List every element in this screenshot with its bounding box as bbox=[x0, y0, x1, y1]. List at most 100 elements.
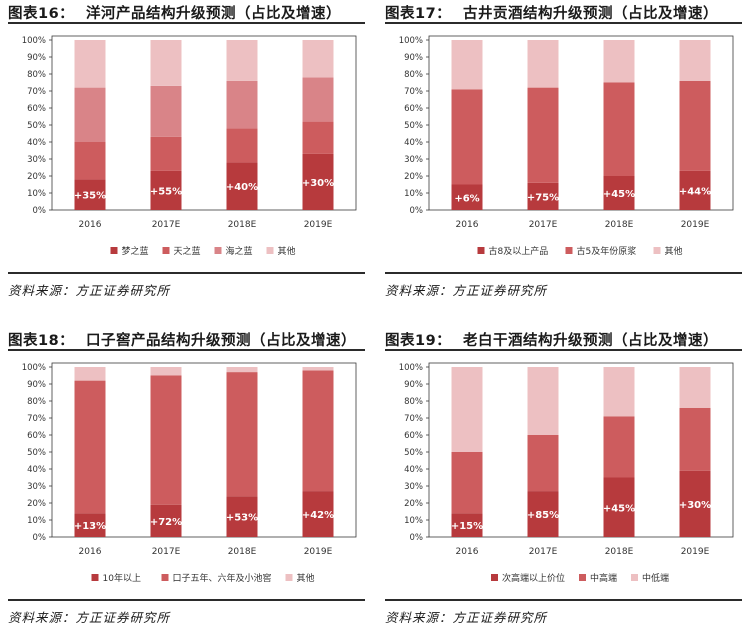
bar-segment-series-1 bbox=[527, 182, 559, 210]
bar-segment-series-2 bbox=[679, 407, 711, 471]
legend-label: 次高端以上价位 bbox=[502, 572, 565, 584]
growth-label: +55% bbox=[150, 186, 182, 197]
bar-segment-series-3 bbox=[451, 40, 483, 90]
legend-swatch bbox=[631, 574, 638, 581]
bar-segment-series-2 bbox=[226, 128, 258, 163]
y-tick-label: 100% bbox=[399, 36, 423, 46]
growth-label: +85% bbox=[527, 510, 559, 521]
y-tick-label: 40% bbox=[27, 138, 46, 148]
source-note: 资料来源：方正证券研究所 bbox=[8, 283, 171, 298]
bar-segment-series-1 bbox=[150, 170, 182, 210]
x-category-label: 2018E bbox=[228, 220, 257, 230]
panel-title: 图表17： 古井贡酒结构升级预测（占比及增速） bbox=[385, 0, 742, 22]
panel-title: 图表16： 洋河产品结构升级预测（占比及增速） bbox=[8, 0, 365, 22]
x-category-label: 2016 bbox=[456, 547, 479, 557]
bar-segment-series-2 bbox=[451, 89, 483, 185]
title-rule bbox=[8, 22, 365, 24]
y-tick-label: 20% bbox=[404, 172, 423, 182]
growth-label: +44% bbox=[679, 186, 711, 197]
x-category-label: 2017E bbox=[529, 547, 558, 557]
growth-label: +30% bbox=[679, 500, 711, 511]
bar-segment-series-3 bbox=[679, 40, 711, 81]
legend-swatch bbox=[491, 574, 498, 581]
y-tick-label: 50% bbox=[27, 121, 46, 131]
y-tick-label: 90% bbox=[27, 380, 46, 390]
growth-label: +30% bbox=[302, 178, 334, 189]
x-category-label: 2016 bbox=[456, 220, 479, 230]
y-tick-label: 50% bbox=[404, 121, 423, 131]
y-tick-label: 40% bbox=[27, 465, 46, 475]
chart-legend: 次高端以上价位 中高端 中低端 bbox=[491, 572, 669, 584]
legend-swatch bbox=[110, 247, 118, 254]
bar-segment-series-2 bbox=[527, 87, 559, 183]
bar-segment-series-2 bbox=[74, 142, 106, 180]
y-tick-label: 100% bbox=[22, 363, 46, 373]
x-category-label: 2018E bbox=[605, 220, 634, 230]
growth-label: +45% bbox=[603, 503, 635, 514]
y-tick-label: 100% bbox=[22, 36, 46, 46]
stacked-bar-chart: 0% 10% 20% 30% 40% 50% 60% 70% 80% 90% 100% +15% 201… bbox=[399, 362, 734, 584]
y-tick-label: 10% bbox=[27, 516, 46, 526]
plot-frame bbox=[428, 362, 734, 538]
y-tick-label: 90% bbox=[404, 53, 423, 63]
legend-label: 天之蓝 bbox=[174, 245, 201, 257]
legend-swatch bbox=[91, 574, 99, 581]
plot-frame bbox=[51, 35, 357, 211]
bar-segment-series-1 bbox=[527, 491, 559, 537]
title-rule bbox=[385, 349, 742, 351]
x-category-label: 2017E bbox=[529, 220, 558, 230]
chart-legend: 古8及以上产品 古5及年份原浆 其他 bbox=[477, 245, 683, 257]
figure-title: 口子窖产品结构升级预测（占比及增速） bbox=[86, 333, 356, 349]
legend-swatch bbox=[565, 247, 573, 254]
chart-legend: 10年以上 口子五年、六年及小池窖 其他 bbox=[91, 572, 315, 584]
y-tick-label: 30% bbox=[27, 155, 46, 165]
chart-bottom-rule bbox=[385, 599, 742, 601]
bar-segment-series-1 bbox=[603, 477, 635, 537]
plot-frame bbox=[51, 362, 357, 538]
bar-segment-series-2 bbox=[226, 372, 258, 497]
growth-label: +72% bbox=[150, 517, 182, 528]
legend-label: 中低端 bbox=[642, 572, 669, 584]
panel-chart-18: 图表18： 口子窖产品结构升级预测（占比及增速） 0% 10% 20% 30% 40% 5… bbox=[8, 327, 365, 625]
legend-swatch bbox=[579, 574, 586, 581]
legend-swatch bbox=[161, 574, 169, 581]
bar-segment-series-1 bbox=[302, 491, 334, 537]
y-tick-label: 80% bbox=[404, 70, 423, 80]
bar-segment-series-1 bbox=[74, 179, 106, 210]
y-tick-label: 100% bbox=[399, 363, 423, 373]
bar-segment-series-2 bbox=[302, 370, 334, 492]
legend-label: 其他 bbox=[297, 572, 315, 584]
bar-segment-series-4 bbox=[226, 40, 258, 81]
bar-segment-series-3 bbox=[527, 367, 559, 435]
bar-segment-series-1 bbox=[451, 513, 483, 537]
y-tick-label: 30% bbox=[404, 155, 423, 165]
y-tick-label: 0% bbox=[410, 206, 424, 216]
legend-label: 海之蓝 bbox=[226, 245, 253, 257]
legend-label: 其他 bbox=[278, 245, 296, 257]
y-tick-label: 20% bbox=[27, 499, 46, 509]
chart-area: 0% 10% 20% 30% 40% 50% 60% 70% 80% 90% 100% +6% 2016… bbox=[385, 24, 742, 272]
y-tick-label: 80% bbox=[27, 70, 46, 80]
bar-segment-series-4 bbox=[302, 40, 334, 78]
bar-segment-series-2 bbox=[527, 435, 559, 492]
y-tick-label: 90% bbox=[27, 53, 46, 63]
bar-segment-series-2 bbox=[150, 136, 182, 171]
x-category-label: 2019E bbox=[681, 547, 710, 557]
x-category-label: 2018E bbox=[605, 547, 634, 557]
bar-segment-series-3 bbox=[302, 367, 334, 371]
stacked-bar-chart: 0% 10% 20% 30% 40% 50% 60% 70% 80% 90% 100% +13% 201… bbox=[22, 362, 357, 584]
bar-segment-series-3 bbox=[150, 85, 182, 137]
bar-segment-series-3 bbox=[302, 77, 334, 122]
bar-segment-series-3 bbox=[74, 367, 106, 381]
y-tick-label: 40% bbox=[404, 138, 423, 148]
legend-swatch bbox=[285, 574, 293, 581]
bar-segment-series-1 bbox=[226, 496, 258, 537]
stacked-bar-chart: 0% 10% 20% 30% 40% 50% 60% 70% 80% 90% 100% +35% 201… bbox=[22, 35, 357, 257]
chart-area: 0% 10% 20% 30% 40% 50% 60% 70% 80% 90% 100% +15% 201… bbox=[385, 351, 742, 599]
bar-segment-series-3 bbox=[226, 80, 258, 129]
bar-segment-series-2 bbox=[150, 375, 182, 505]
y-tick-label: 10% bbox=[404, 189, 423, 199]
bar-segment-series-2 bbox=[302, 121, 334, 154]
x-category-label: 2019E bbox=[304, 547, 333, 557]
figure-number: 图表18： bbox=[8, 333, 75, 349]
